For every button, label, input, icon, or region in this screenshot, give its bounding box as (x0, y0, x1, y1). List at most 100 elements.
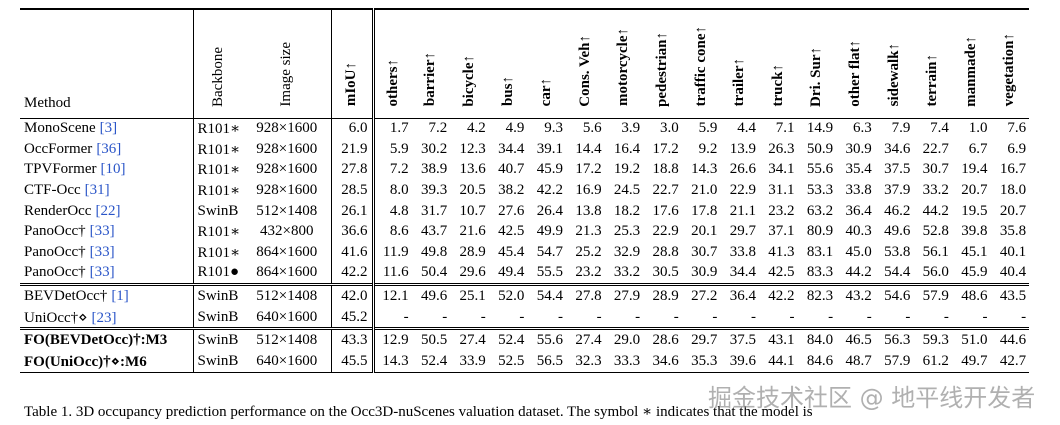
column-header-text: trailer↑ (731, 58, 748, 107)
cell: - (480, 308, 486, 325)
column-header: Image size (243, 8, 331, 119)
cell: 63.2 (806, 202, 834, 219)
table-row: UniOcc†⋄ [23] SwinB 640×1600 45.2- - - - - - - - - - -… (20, 306, 1029, 329)
column-header: bicycle↑ (450, 8, 489, 119)
cell: 45.4 (498, 243, 525, 260)
cell: 31.1 (768, 182, 795, 199)
column-header: pedestrian↑ (643, 8, 682, 119)
cell: R101∗ (192, 159, 243, 181)
cell: 7.2 (428, 120, 448, 137)
row-group: FO(BEVDetOcc)†:M3 SwinB 512×1408 43.3 12.9 50… (20, 327, 1030, 373)
cell: - (596, 308, 602, 325)
cell: 26.3 (768, 140, 795, 157)
cell: 49.7 (951, 351, 991, 373)
cell: 37.1 (768, 223, 795, 240)
cell: 30.2 (420, 140, 448, 157)
cell: 54.4 (527, 283, 566, 307)
cell: 5.6 (582, 120, 602, 137)
cell: 19.4 (961, 161, 988, 178)
cell: 45.2 (330, 306, 373, 329)
cell: 39.3 (420, 182, 448, 199)
cell: 45.5 (330, 351, 373, 373)
cell: 30.9 (691, 264, 718, 281)
cell: SwinB (192, 351, 243, 373)
cell: 17.2 (652, 140, 679, 157)
cell: 22.7 (922, 140, 949, 157)
cell: 22.7 (652, 182, 679, 199)
cell: 5.9 (698, 120, 718, 137)
cell: 56.0 (922, 264, 949, 281)
cell: 14.9 (806, 120, 834, 137)
cell: 7.6 (1007, 120, 1027, 137)
cell: 23.2 (768, 202, 795, 219)
cell: 40.3 (845, 223, 872, 240)
cell: 27.9 (604, 283, 644, 307)
cell: - (982, 308, 988, 325)
cell: 34.6 (884, 140, 911, 157)
cell: 43.5 (990, 283, 1030, 307)
cell: 30.9 (845, 140, 872, 157)
cell: 21.9 (330, 139, 373, 160)
cell: 6.9 (1007, 140, 1027, 157)
cell: 16.9 (575, 182, 602, 199)
cell: - (442, 308, 448, 325)
table-row: CTF-Occ [31] R101∗ 928×1600 28.5 8.0 39.3 20.5 3… (20, 180, 1029, 201)
cell: 20.1 (691, 223, 718, 240)
method-cell: FO(BEVDetOcc)†:M3 (20, 327, 193, 352)
cell: 7.9 (891, 120, 911, 137)
cell: 12.1 (371, 283, 412, 307)
citation: [36] (96, 140, 122, 157)
column-header: others↑ (371, 8, 412, 119)
results-table: Method Backbone Image size mIoU↑ others↑ barr… (20, 8, 1030, 373)
method-name: PanoOcc† (24, 223, 86, 240)
cell: 1.0 (968, 120, 988, 137)
cell: 44.1 (758, 351, 798, 373)
column-header-text: Image size (278, 41, 295, 107)
cell: 36.4 (845, 202, 872, 219)
cell: 14.4 (575, 140, 602, 157)
column-header-text: vegetation↑ (1001, 33, 1018, 107)
column-header: Dri. Sur↑ (797, 8, 837, 119)
cell: 27.4 (450, 327, 489, 352)
cell: SwinB (192, 327, 243, 352)
method-name: RenderOcc (24, 202, 92, 219)
cell: 8.6 (371, 221, 412, 243)
cell: - (519, 308, 525, 325)
cell: 39.6 (720, 351, 759, 373)
cell: 3.9 (621, 120, 641, 137)
cell: 18.2 (613, 202, 641, 219)
cell: 49.4 (498, 264, 525, 281)
cell: 55.5 (536, 264, 563, 281)
cell: 54.4 (884, 264, 911, 281)
cell: 17.6 (652, 202, 679, 219)
cell: 51.0 (951, 327, 991, 352)
cell: 25.2 (575, 243, 602, 260)
cell: 28.9 (643, 283, 682, 307)
table-row: FO(BEVDetOcc)†:M3 SwinB 512×1408 43.3 12.9 50… (20, 327, 1030, 352)
method-cell: PanoOcc† [33] (20, 263, 193, 285)
cell: 17.8 (691, 202, 718, 219)
column-header: Method (20, 8, 193, 119)
cell: SwinB (192, 200, 243, 222)
cell: 50.4 (420, 264, 448, 281)
cell: 34.4 (498, 140, 525, 157)
cell: SwinB (192, 283, 243, 307)
cell: 22.9 (652, 223, 679, 240)
table-row: OccFormer [36] R101∗ 928×1600 21.9 5.9 30.2 12.… (20, 139, 1029, 160)
cell: 4.8 (371, 200, 412, 222)
cell: 7.2 (371, 159, 412, 181)
cell: 34.1 (768, 161, 795, 178)
cell: 31.7 (420, 202, 448, 219)
method-cell: FO(UniOcc)†⋄:M6 (20, 351, 193, 373)
cell: 27.2 (681, 283, 721, 307)
column-header-text: truck↑ (769, 64, 786, 107)
cell: 29.7 (729, 223, 756, 240)
method-name: PanoOcc† (24, 264, 86, 281)
column-header: trailer↑ (720, 8, 759, 119)
cell: 864×1600 (256, 264, 318, 281)
table-row: RenderOcc [22] SwinB 512×1408 26.1 4.8 31.7 10.… (20, 200, 1029, 222)
cell: 28.8 (652, 243, 679, 260)
cell: 12.3 (459, 140, 486, 157)
cell: 28.6 (643, 327, 682, 352)
cell: 45.9 (536, 161, 563, 178)
